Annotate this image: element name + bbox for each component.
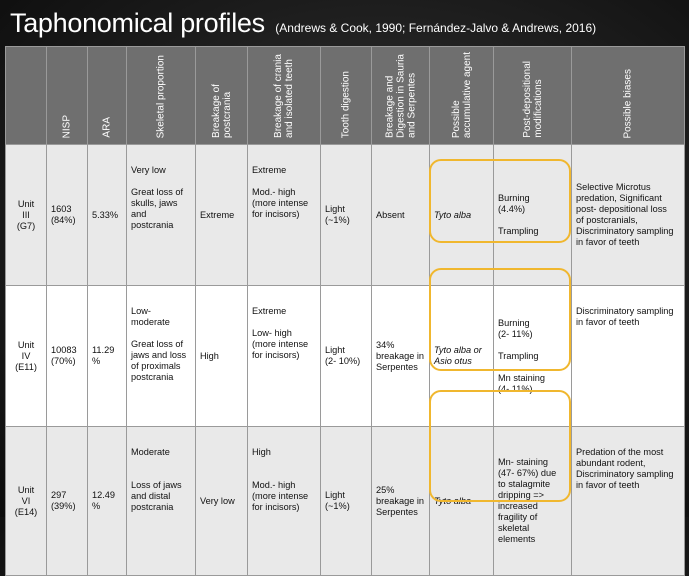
cell-crania: Extreme Mod.- high (more intense for inc… [247,144,321,286]
cell-crania: Extreme Low- high (more intense for inci… [247,285,321,427]
cell-postcrania: Extreme [195,144,248,286]
cell-skeletal: Moderate Loss of jaws and distal postcra… [126,426,196,576]
cell-tooth: Light (2- 10%) [320,285,372,427]
header-tooth-digestion: Tooth digestion [320,46,372,145]
cell-biases: Selective Microtus predation, Significan… [571,144,685,286]
cell-biases: Predation of the most abundant rodent, D… [571,426,685,576]
cell-sauria: 34% breakage in Serpentes [371,285,430,427]
cell-nisp: 10083 (70%) [46,285,88,427]
header-row: NISP ARA Skeletal proportion Breakage of… [5,46,685,145]
slide-title: Taphonomical profiles (Andrews & Cook, 1… [10,8,596,42]
cell-ara: 12.49 % [87,426,127,576]
cell-post-dep: Mn- staining (47- 67%) due to stalagmite… [493,426,572,576]
header-possible-biases: Possible biases [571,46,685,145]
title-main: Taphonomical profiles [10,8,265,38]
header-ara: ARA [87,46,127,145]
cell-sauria: Absent [371,144,430,286]
cell-nisp: 1603 (84%) [46,144,88,286]
cell-unit: Unit IV (E11) [5,285,47,427]
cell-biases: Discriminatory sampling in favor of teet… [571,285,685,427]
table-row: Unit III (G7) 1603 (84%) 5.33% Very low … [5,144,685,286]
cell-crania: High Mod.- high (more intense for inciso… [247,426,321,576]
header-breakage-postcrania: Breakage of postcrania [195,46,248,145]
header-nisp: NISP [46,46,88,145]
cell-skeletal: Very low Great loss of skulls, jaws and … [126,144,196,286]
title-reference: (Andrews & Cook, 1990; Fernández-Jalvo &… [275,21,597,35]
cell-agent: Tyto alba or Asio otus [429,285,494,427]
cell-postcrania: High [195,285,248,427]
table-row: Unit VI (E14) 297 (39%) 12.49 % Moderate… [5,426,685,576]
cell-postcrania: Very low [195,426,248,576]
cell-nisp: 297 (39%) [46,426,88,576]
cell-post-dep: Burning (2- 11%) Trampling Mn staining (… [493,285,572,427]
header-accumulative-agent: Possible accumulative agent [429,46,494,145]
cell-sauria: 25% breakage in Serpentes [371,426,430,576]
header-breakage-crania: Breakage of crania and isolated teeth [247,46,321,145]
header-skeletal-proportion: Skeletal proportion [126,46,196,145]
taphonomy-table: NISP ARA Skeletal proportion Breakage of… [5,46,685,576]
cell-unit: Unit III (G7) [5,144,47,286]
cell-ara: 11.29 % [87,285,127,427]
header-unit [5,46,47,145]
cell-post-dep: Burning (4.4%) Trampling [493,144,572,286]
header-sauria-serpentes: Breakage and Digestion in Sauria and Ser… [371,46,430,145]
taphonomy-table-wrap: NISP ARA Skeletal proportion Breakage of… [5,46,685,576]
cell-tooth: Light (~1%) [320,426,372,576]
table-row: Unit IV (E11) 10083 (70%) 11.29 % Low- m… [5,285,685,427]
cell-agent: Tyto alba [429,426,494,576]
cell-agent: Tyto alba [429,144,494,286]
header-post-depositional: Post-depositional modifications [493,46,572,145]
cell-unit: Unit VI (E14) [5,426,47,576]
cell-skeletal: Low- moderate Great loss of jaws and los… [126,285,196,427]
cell-ara: 5.33% [87,144,127,286]
cell-tooth: Light (~1%) [320,144,372,286]
